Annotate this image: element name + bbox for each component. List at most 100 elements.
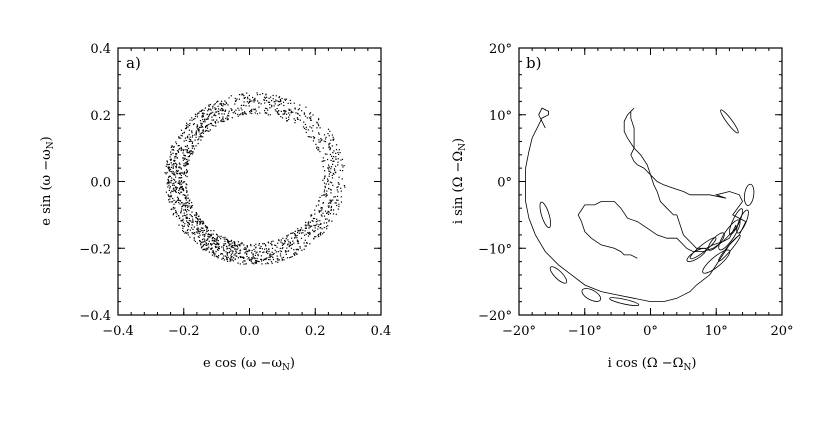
a-x-tick-label: 0.4 bbox=[371, 324, 392, 339]
a-data-point bbox=[314, 227, 316, 229]
a-data-point bbox=[200, 136, 202, 138]
a-data-point bbox=[182, 152, 184, 154]
a-data-point bbox=[173, 189, 175, 191]
a-data-point bbox=[171, 208, 173, 210]
a-data-point bbox=[168, 182, 170, 184]
a-data-point bbox=[244, 111, 246, 113]
a-data-point bbox=[213, 255, 216, 257]
a-data-point bbox=[257, 253, 259, 255]
a-data-point bbox=[278, 96, 281, 98]
a-data-point bbox=[203, 235, 206, 237]
a-data-point bbox=[282, 237, 284, 239]
a-data-point bbox=[196, 222, 198, 224]
a-data-point bbox=[241, 94, 243, 96]
a-data-point bbox=[211, 116, 213, 118]
a-data-point bbox=[227, 118, 229, 120]
a-data-point bbox=[184, 197, 186, 199]
a-data-point bbox=[177, 182, 179, 184]
a-data-point bbox=[244, 113, 246, 115]
b-x-axis-title: i cos (Ω −ΩN) bbox=[608, 356, 697, 373]
a-data-point bbox=[228, 252, 230, 254]
a-data-point bbox=[176, 213, 178, 215]
a-data-point bbox=[207, 229, 209, 232]
a-data-point bbox=[189, 236, 191, 238]
a-data-point bbox=[330, 199, 332, 201]
a-data-point bbox=[204, 130, 206, 132]
a-data-point bbox=[170, 171, 172, 173]
a-data-point bbox=[318, 149, 320, 151]
a-data-point bbox=[169, 170, 171, 172]
a-data-point bbox=[222, 109, 224, 111]
a-data-point bbox=[205, 249, 207, 252]
a-data-point bbox=[181, 188, 183, 190]
a-data-point bbox=[229, 247, 231, 249]
a-data-point bbox=[169, 156, 171, 158]
a-data-point bbox=[197, 217, 199, 220]
a-data-point bbox=[277, 261, 279, 263]
a-data-point bbox=[331, 177, 334, 179]
a-data-point bbox=[237, 107, 239, 109]
a-data-point bbox=[240, 107, 242, 109]
a-data-point bbox=[226, 119, 228, 121]
a-data-point bbox=[191, 136, 193, 138]
a-data-point bbox=[245, 248, 247, 250]
a-data-point bbox=[207, 243, 209, 245]
a-data-point bbox=[334, 196, 336, 198]
a-data-point bbox=[181, 132, 184, 135]
a-data-point bbox=[307, 222, 309, 224]
a-data-point bbox=[332, 172, 334, 174]
a-data-point bbox=[297, 242, 299, 244]
a-data-point bbox=[206, 130, 208, 132]
a-data-point bbox=[324, 170, 326, 172]
a-data-point bbox=[173, 146, 175, 148]
a-data-point bbox=[188, 129, 190, 131]
a-data-point bbox=[308, 231, 310, 234]
a-data-point bbox=[182, 215, 184, 217]
a-data-point bbox=[267, 109, 269, 111]
a-data-point bbox=[306, 224, 308, 226]
a-data-point bbox=[247, 251, 249, 253]
a-data-point bbox=[190, 153, 192, 155]
a-data-point bbox=[321, 194, 323, 197]
a-data-point bbox=[183, 214, 185, 216]
a-data-point bbox=[281, 247, 283, 250]
a-data-point bbox=[286, 120, 288, 122]
b-loop-9 bbox=[581, 288, 602, 302]
a-data-point bbox=[287, 244, 289, 246]
a-data-point bbox=[170, 162, 172, 164]
a-data-point bbox=[328, 219, 330, 221]
a-data-point bbox=[195, 134, 197, 136]
a-data-point bbox=[208, 130, 210, 132]
a-data-point bbox=[186, 221, 189, 224]
a-data-point bbox=[333, 209, 335, 211]
a-data-point bbox=[201, 241, 203, 243]
a-data-point bbox=[234, 253, 236, 255]
a-data-point bbox=[224, 109, 227, 111]
a-data-point bbox=[223, 249, 225, 251]
a-data-point bbox=[237, 244, 239, 246]
a-data-point bbox=[199, 126, 201, 128]
a-data-point bbox=[242, 104, 244, 106]
a-data-point bbox=[327, 210, 329, 212]
a-data-point bbox=[206, 113, 208, 115]
a-data-point bbox=[196, 213, 198, 215]
a-data-point bbox=[260, 245, 262, 248]
a-data-point bbox=[205, 125, 207, 128]
a-data-point bbox=[320, 214, 322, 216]
a-data-point bbox=[170, 182, 172, 184]
a-data-point bbox=[294, 233, 296, 235]
a-data-point bbox=[270, 261, 273, 263]
a-data-point bbox=[306, 242, 308, 244]
a-data-point bbox=[302, 229, 304, 231]
a-data-point bbox=[172, 173, 174, 175]
a-data-point bbox=[189, 229, 191, 231]
b-loop-7 bbox=[702, 249, 731, 274]
a-data-point bbox=[196, 114, 198, 116]
a-data-point bbox=[299, 230, 301, 232]
a-data-point bbox=[304, 115, 307, 117]
b-series-line-0 bbox=[525, 107, 747, 302]
a-data-point bbox=[335, 165, 337, 167]
a-data-point bbox=[185, 202, 187, 204]
a-data-point bbox=[186, 190, 188, 192]
a-data-point bbox=[186, 208, 189, 211]
